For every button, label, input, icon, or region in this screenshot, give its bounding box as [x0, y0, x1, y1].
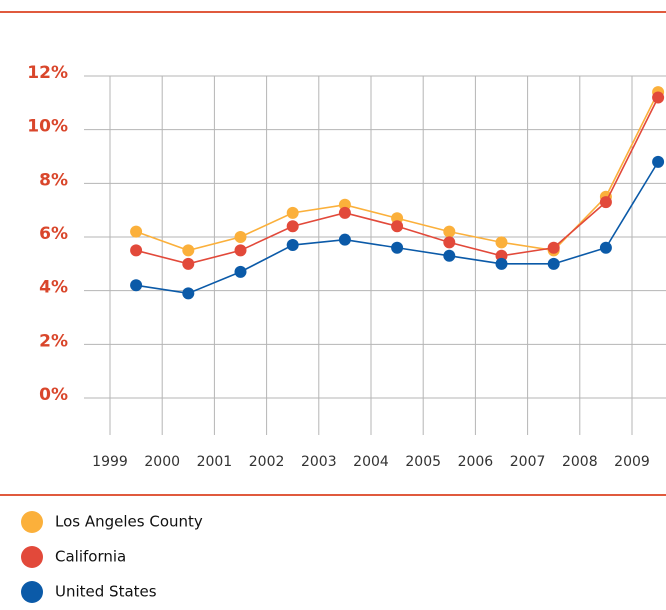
data-point: [391, 220, 404, 233]
y-tick-label: 4%: [39, 278, 68, 298]
data-point: [652, 155, 665, 168]
data-point: [234, 244, 247, 257]
x-tick-label: 2009: [614, 454, 650, 470]
data-point: [599, 241, 612, 254]
y-tick-label: 8%: [39, 170, 68, 190]
data-point: [547, 241, 560, 254]
data-point: [130, 244, 143, 257]
data-point: [652, 91, 665, 104]
data-point: [286, 206, 299, 219]
data-point: [234, 231, 247, 243]
data-point: [547, 257, 560, 270]
data-point: [130, 225, 143, 238]
y-tick-label: 10%: [27, 117, 68, 137]
x-tick-label: 2002: [249, 454, 285, 470]
data-point: [182, 287, 195, 300]
data-point: [182, 257, 195, 270]
x-tick-label: 2003: [301, 454, 337, 470]
data-point: [286, 220, 299, 233]
data-point: [443, 236, 456, 249]
data-point: [495, 257, 508, 270]
legend-label: Los Angeles County: [55, 513, 203, 531]
data-point: [286, 239, 299, 252]
x-tick-label: 2006: [458, 454, 494, 470]
data-point: [338, 206, 351, 219]
x-tick-label: 2005: [405, 454, 441, 470]
data-point: [443, 225, 456, 238]
legend-swatch: [21, 581, 43, 603]
x-tick-label: 2004: [353, 454, 389, 470]
x-tick-label: 1999: [92, 454, 128, 470]
legend-swatch: [21, 511, 43, 533]
data-point: [443, 249, 456, 262]
data-point: [234, 265, 247, 278]
legend-label: United States: [55, 583, 157, 601]
x-tick-label: 2008: [562, 454, 598, 470]
x-tick-label: 2001: [197, 454, 233, 470]
x-tick-label: 2000: [144, 454, 180, 470]
data-point: [495, 236, 508, 249]
legend-label: California: [55, 548, 126, 566]
data-point: [130, 279, 143, 292]
data-point: [182, 244, 195, 257]
y-tick-label: 6%: [39, 224, 68, 244]
y-tick-label: 2%: [39, 331, 68, 351]
legend-swatch: [21, 546, 43, 568]
y-tick-label: 12%: [27, 63, 68, 83]
y-tick-label: 0%: [39, 385, 68, 405]
data-point: [391, 241, 404, 254]
data-point: [338, 233, 351, 246]
data-point: [599, 196, 612, 209]
x-tick-label: 2007: [510, 454, 546, 470]
